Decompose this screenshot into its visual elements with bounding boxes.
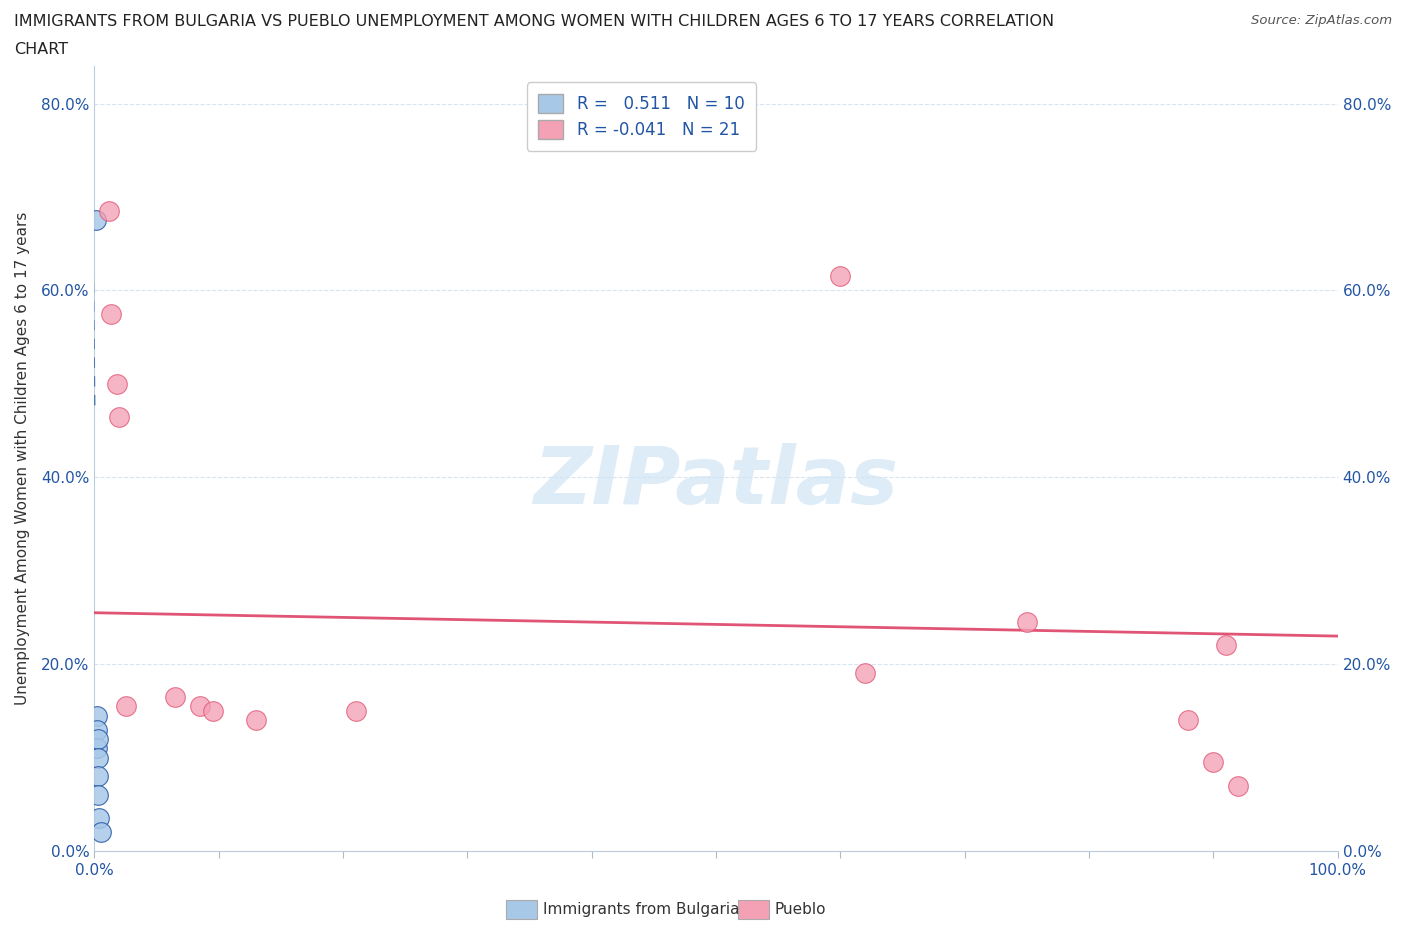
Point [344, 703, 367, 718]
Point [87, 751, 110, 765]
Point [100, 306, 122, 321]
Point [86, 741, 108, 756]
Point [1215, 638, 1237, 653]
Point [165, 689, 187, 704]
Point [245, 712, 267, 727]
Point [1177, 712, 1199, 727]
Point [98, 204, 121, 219]
Point [86, 708, 108, 723]
Point [853, 666, 876, 681]
Y-axis label: Unemployment Among Women with Children Ages 6 to 17 years: Unemployment Among Women with Children A… [15, 212, 30, 705]
Text: IMMIGRANTS FROM BULGARIA VS PUEBLO UNEMPLOYMENT AMONG WOMEN WITH CHILDREN AGES 6: IMMIGRANTS FROM BULGARIA VS PUEBLO UNEMP… [14, 14, 1054, 29]
Text: Pueblo: Pueblo [775, 902, 827, 917]
Point [87, 769, 110, 784]
Text: CHART: CHART [14, 42, 67, 57]
Legend: R =   0.511   N = 10, R = -0.041   N = 21: R = 0.511 N = 10, R = -0.041 N = 21 [527, 83, 756, 151]
Point [108, 409, 131, 424]
Point [105, 377, 128, 392]
Point [830, 269, 852, 284]
Point [1227, 778, 1250, 793]
Point [1202, 755, 1225, 770]
Point [86, 722, 108, 737]
Point [114, 698, 136, 713]
Point [89, 811, 111, 826]
Point [84, 213, 107, 228]
Text: Source: ZipAtlas.com: Source: ZipAtlas.com [1251, 14, 1392, 27]
Text: ZIPatlas: ZIPatlas [533, 443, 898, 521]
Point [1015, 615, 1038, 630]
Point [188, 698, 211, 713]
Point [87, 788, 110, 803]
Text: Immigrants from Bulgaria: Immigrants from Bulgaria [543, 902, 740, 917]
Point [201, 703, 224, 718]
Point [90, 825, 112, 840]
Point [87, 731, 110, 746]
